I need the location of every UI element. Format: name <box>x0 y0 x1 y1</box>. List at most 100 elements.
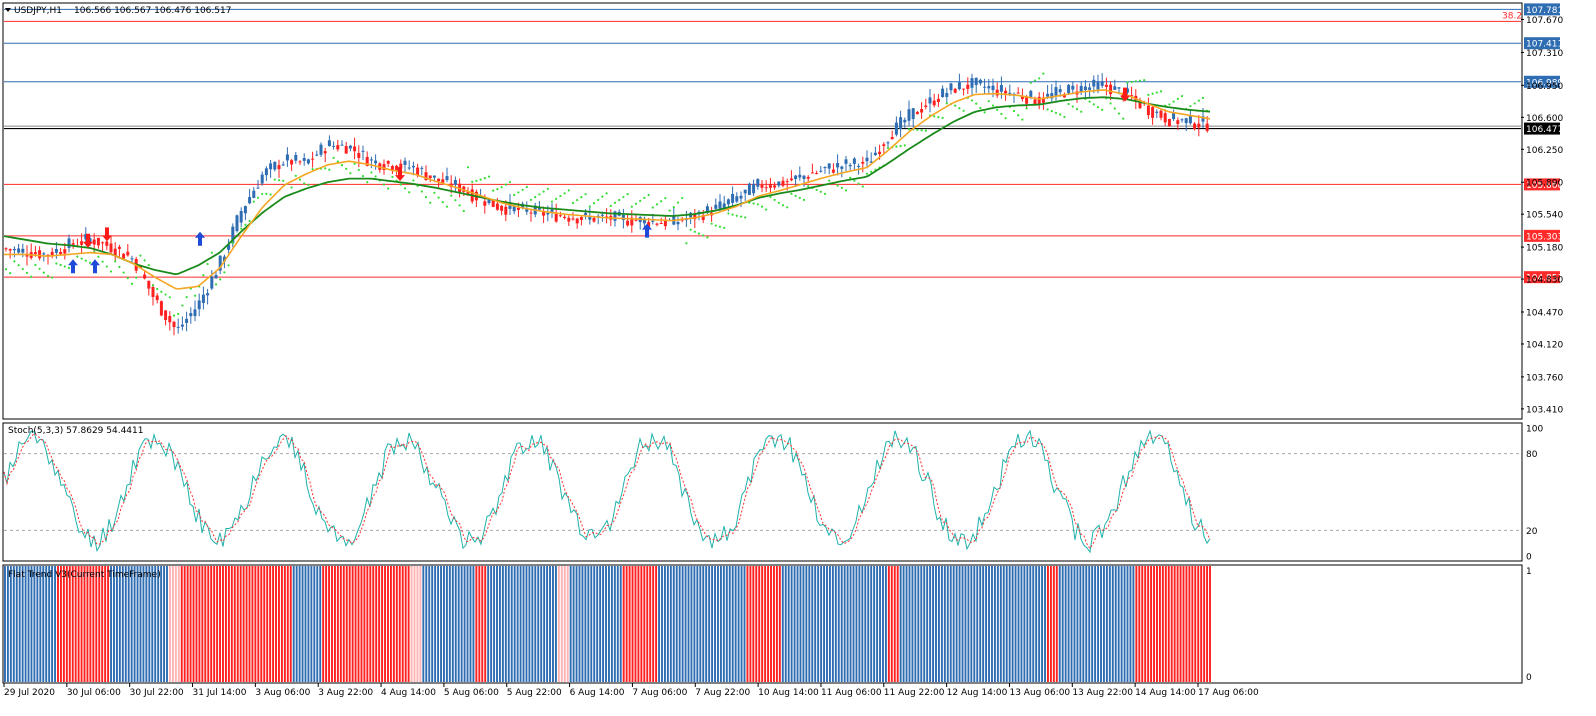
candle-body <box>59 252 63 255</box>
candle-body <box>285 154 289 161</box>
trend-bar <box>413 566 416 682</box>
sar-dot <box>408 191 411 194</box>
candle-body <box>1159 110 1163 118</box>
candle-body <box>676 222 680 225</box>
trend-bar <box>133 566 136 682</box>
candle-body <box>50 251 54 257</box>
trend-bar <box>988 566 990 682</box>
candle-body <box>810 172 814 174</box>
trend-bar <box>1209 566 1211 682</box>
sar-dot <box>916 128 919 131</box>
candle-body <box>344 146 348 154</box>
trend-bar <box>661 566 663 682</box>
candle-body <box>143 274 147 279</box>
collapse-triangle-icon[interactable] <box>5 8 11 12</box>
candle-body <box>222 256 226 262</box>
flat-trend-panel-frame <box>2 564 1523 684</box>
sar-dot <box>895 145 898 148</box>
trend-bar <box>71 566 74 682</box>
trend-bar <box>946 566 949 682</box>
price-tag: 106.989 <box>1524 75 1563 88</box>
trend-bar <box>1132 566 1135 682</box>
sar-dot <box>273 178 276 181</box>
trend-bar <box>490 566 493 682</box>
candle-body <box>966 84 970 89</box>
sar-dot <box>513 193 516 197</box>
sar-dot <box>1063 115 1066 119</box>
trend-bar <box>546 566 549 682</box>
sar-dot <box>731 213 734 216</box>
candle-body <box>542 211 546 216</box>
sar-dot <box>311 168 314 171</box>
sar-dot <box>1054 111 1058 114</box>
sar-dot <box>303 182 306 185</box>
candle-body <box>579 217 583 220</box>
candle-body <box>306 159 310 164</box>
trend-bar <box>1076 566 1079 682</box>
trend-bar <box>425 566 428 682</box>
trend-bar <box>142 566 145 682</box>
trend-bar <box>151 566 154 682</box>
candle-body <box>193 309 197 317</box>
trend-bar <box>1194 566 1197 682</box>
trend-bar <box>1188 566 1191 682</box>
sar-dot <box>807 185 810 188</box>
buy-arrow-icon <box>68 259 78 274</box>
trend-bar <box>1156 566 1158 682</box>
candle-body <box>176 326 180 328</box>
trend-bar <box>828 566 831 682</box>
candle-body <box>512 206 516 212</box>
trend-bar <box>855 566 858 682</box>
candle-body <box>96 237 100 246</box>
candle-body <box>768 184 772 188</box>
trend-bar <box>1135 566 1138 682</box>
trend-bar <box>307 566 310 682</box>
sar-dot <box>664 197 667 200</box>
candle-body <box>189 313 193 317</box>
trend-bar <box>254 566 257 682</box>
sar-dot <box>958 107 961 110</box>
sar-dot <box>777 201 780 204</box>
candle-body <box>281 164 285 166</box>
trend-bar <box>932 566 935 682</box>
sar-dot <box>307 183 310 187</box>
sar-dot <box>618 198 621 202</box>
candle-body <box>201 294 205 303</box>
trend-bar <box>498 566 501 682</box>
sar-dot <box>361 174 365 178</box>
sar-dot <box>164 293 167 296</box>
sar-dot <box>454 199 457 202</box>
trend-bar <box>51 566 54 682</box>
trend-bar <box>823 566 825 682</box>
trend-bar <box>949 566 952 682</box>
candle-body <box>172 321 176 328</box>
trend-bar <box>970 566 973 682</box>
sar-dot <box>521 188 524 191</box>
price-tag: 105.866 <box>1524 178 1563 191</box>
trend-bar <box>778 566 781 682</box>
trend-bar <box>454 566 457 682</box>
candle-body <box>705 206 709 213</box>
sar-dot <box>240 227 243 230</box>
candle-body <box>886 142 890 144</box>
stochastic-panel-frame <box>2 422 1523 562</box>
trend-bar <box>516 566 519 682</box>
trend-bar <box>687 566 690 682</box>
sar-dot <box>483 176 486 180</box>
candle-body <box>1020 96 1024 99</box>
sar-dot <box>429 201 432 204</box>
trend-bar <box>640 566 643 682</box>
sar-dot <box>345 167 348 170</box>
candle-body <box>575 218 579 224</box>
sar-dot <box>601 195 604 198</box>
candle-body <box>1025 96 1029 104</box>
symbol-label: USDJPY,H1 <box>14 6 62 16</box>
trend-bar <box>168 566 171 682</box>
sar-dot <box>865 172 869 175</box>
candle-body <box>962 88 966 90</box>
stochastic-title: Stoch(5,3,3) 57.8629 54.4411 <box>8 426 143 436</box>
candle-body <box>1016 92 1020 94</box>
trend-bar <box>834 566 837 682</box>
trend-bar <box>74 566 77 682</box>
